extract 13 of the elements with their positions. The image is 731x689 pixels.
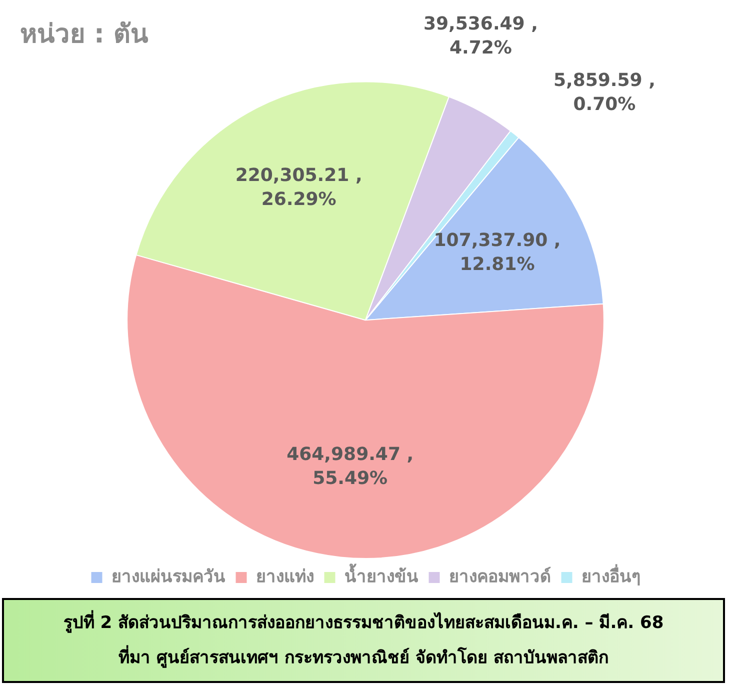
text: รูปที่ 2 สัดส่วนปริมาณการส่งออกยางธรรมชาติของไทยสะสมเดือนม.ค. – มี.ค. 68 — [62, 609, 665, 635]
chart-title: หน่วย : ตัน — [20, 19, 149, 50]
legend-label: ยางอื่นๆ — [581, 564, 640, 587]
legend-label: น้ำยางข้น — [344, 562, 418, 587]
legend-label: ยางคอมพาวด์ — [448, 566, 551, 587]
data-label: 5,859.59 , 0.70% — [553, 70, 656, 116]
data-label: 464,989.47 , 55.49% — [286, 444, 414, 489]
data-label: 39,536.49 , 4.72% — [423, 14, 538, 59]
text: ที่มา ศูนย์สารสนเทศฯ กระทรวงพาณิชย์ จัดทำโดย สถาบันพลาสติก — [118, 644, 610, 670]
legend-label: ยางแผ่นรมควัน — [111, 566, 226, 587]
data-label: 107,337.90 , 12.81% — [434, 230, 561, 275]
data-label: 220,305.21 , 26.29% — [235, 164, 362, 210]
legend-label: ยางแท่ง — [256, 566, 314, 587]
